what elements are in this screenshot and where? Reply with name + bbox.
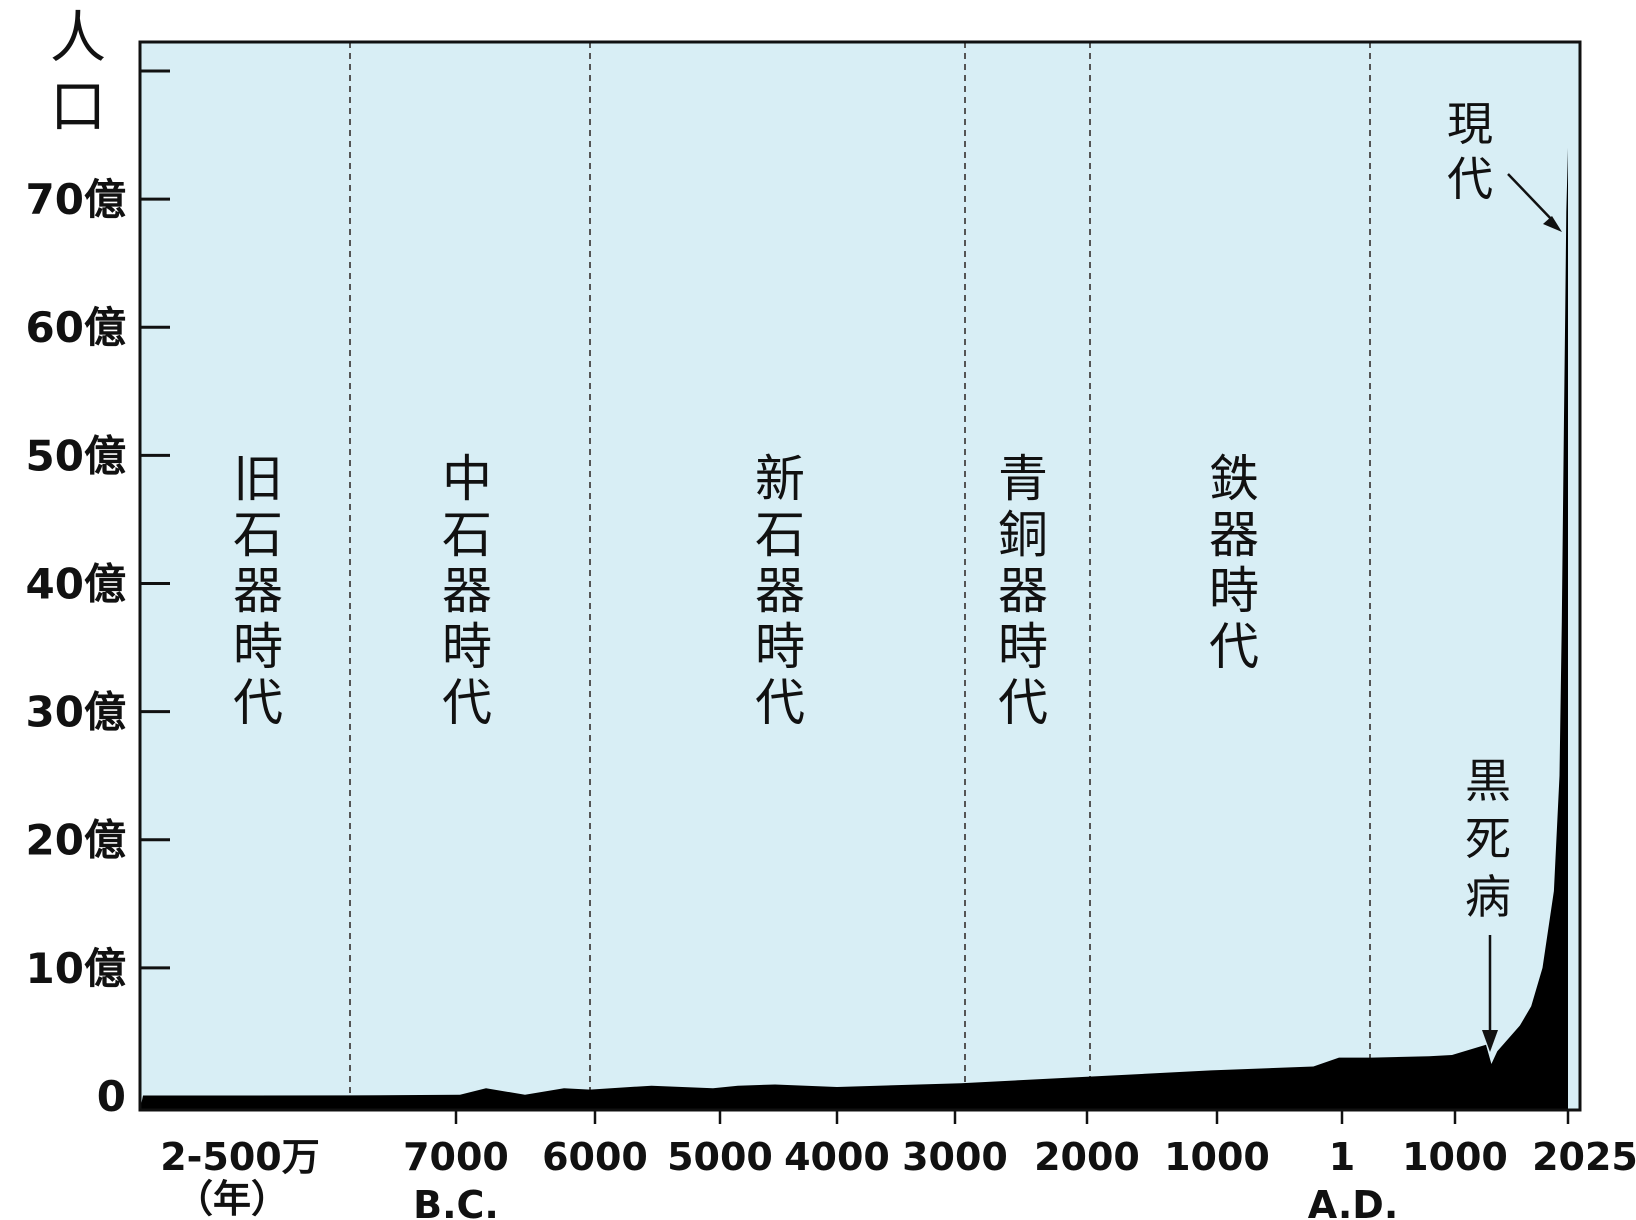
annotation-modern-char-1: 現 bbox=[1447, 97, 1493, 151]
y-tick-label: 0 bbox=[97, 1072, 126, 1121]
x-tick-label: 1000 bbox=[1402, 1135, 1508, 1179]
y-tick-label: 50億 bbox=[26, 431, 126, 480]
period-label-char: 時 bbox=[998, 618, 1048, 676]
annotation-black-death: 黒 死 病 bbox=[1465, 754, 1511, 1052]
annotation-black-death-arrowhead bbox=[1482, 1030, 1498, 1052]
y-tick-label: 30億 bbox=[26, 688, 126, 737]
annotation-modern-char-2: 代 bbox=[1447, 152, 1493, 206]
period-label-char: 代 bbox=[442, 674, 492, 732]
annotation-black-death-char-2: 死 bbox=[1465, 812, 1511, 866]
y-tick-label: 70億 bbox=[26, 175, 126, 224]
annotations: 現 代 黒 死 病 bbox=[1447, 97, 1562, 1052]
period-label-char: 器 bbox=[1209, 506, 1259, 564]
annotation-modern-arrowhead bbox=[1543, 216, 1562, 232]
period-label-char: 鉄 bbox=[1209, 450, 1259, 508]
era-marker-ad: A.D. bbox=[1308, 1183, 1399, 1220]
period-dividers bbox=[349, 42, 1371, 1110]
period-label-char: 石 bbox=[233, 506, 283, 564]
x-tick-label: 2000 bbox=[1034, 1135, 1140, 1179]
period-label-char: 銅 bbox=[998, 506, 1048, 564]
x-ticks: 2-500万（年） 7000 6000 5000 4000 3000 2000 1000 1 10… bbox=[160, 1110, 1636, 1220]
x-tick-label: 2025 bbox=[1532, 1135, 1636, 1179]
annotation-black-death-char-3: 病 bbox=[1465, 870, 1511, 924]
y-tick-label: 20億 bbox=[26, 816, 126, 865]
x-tick-label: 5000 bbox=[667, 1135, 773, 1179]
period-label-char: 器 bbox=[442, 562, 492, 620]
period-label-char: 代 bbox=[1209, 618, 1259, 676]
period-label-char: 石 bbox=[442, 506, 492, 564]
period-label-char: 代 bbox=[755, 674, 805, 732]
period-label-char: 青 bbox=[998, 450, 1048, 508]
plot-background bbox=[140, 42, 1580, 1110]
annotation-modern: 現 代 bbox=[1447, 97, 1562, 232]
annotation-black-death-char-1: 黒 bbox=[1465, 754, 1511, 808]
period-label-char: 旧 bbox=[233, 450, 283, 508]
period-label-char: 器 bbox=[998, 562, 1048, 620]
y-axis-label-char-1: 人 bbox=[50, 6, 106, 71]
era-markers: B.C. A.D. bbox=[413, 1183, 1398, 1220]
y-axis-label-char-2: 口 bbox=[50, 75, 106, 140]
y-ticks: 0 10億 20億 30億 40億 50億 60億 70億 bbox=[26, 69, 170, 1121]
period-label-char: 石 bbox=[755, 506, 805, 564]
x-tick-label: 7000 bbox=[403, 1135, 509, 1179]
y-axis: 人 口 bbox=[50, 6, 106, 140]
x-tick-label: 1 bbox=[1329, 1135, 1355, 1179]
x-tick-label: 4000 bbox=[784, 1135, 890, 1179]
x-tick-label: 2-500万 bbox=[160, 1135, 320, 1179]
period-label-char: 器 bbox=[233, 562, 283, 620]
period-label-char: 代 bbox=[998, 674, 1048, 732]
period-label-char: 時 bbox=[233, 618, 283, 676]
y-tick-label: 60億 bbox=[26, 303, 126, 352]
period-label-char: 時 bbox=[442, 618, 492, 676]
x-tick-label: 1000 bbox=[1164, 1135, 1270, 1179]
x-tick-sublabel: （年） bbox=[175, 1177, 289, 1220]
era-marker-bc: B.C. bbox=[413, 1183, 499, 1220]
period-label-char: 時 bbox=[1209, 562, 1259, 620]
period-label-char: 器 bbox=[755, 562, 805, 620]
x-tick-label: 6000 bbox=[542, 1135, 648, 1179]
y-tick-label: 10億 bbox=[26, 944, 126, 993]
x-tick-label: 3000 bbox=[902, 1135, 1008, 1179]
period-label-char: 代 bbox=[233, 674, 283, 732]
annotation-modern-arrow bbox=[1507, 173, 1555, 223]
plot-frame bbox=[138, 40, 1582, 1112]
y-tick-label: 40億 bbox=[26, 559, 126, 608]
period-label-char: 中 bbox=[442, 450, 492, 508]
period-label-char: 新 bbox=[755, 450, 805, 508]
period-label-char: 時 bbox=[755, 618, 805, 676]
